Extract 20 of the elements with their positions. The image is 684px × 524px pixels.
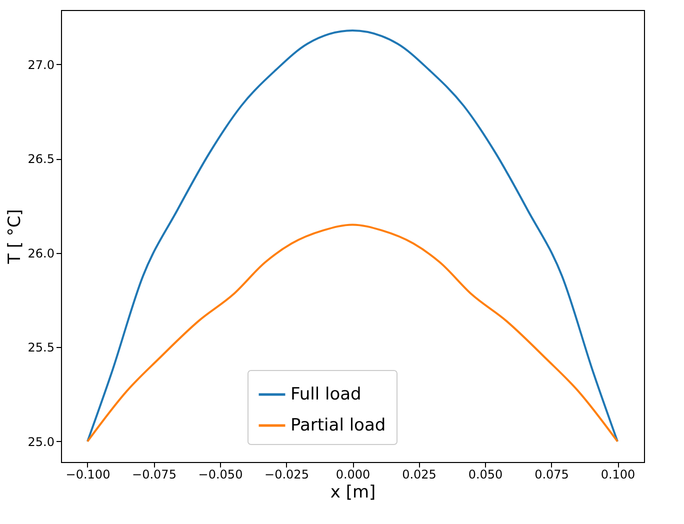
x-tick-label: 0.025 <box>402 468 436 482</box>
y-tick-label: 26.0 <box>28 246 54 260</box>
x-tick-label: 0.100 <box>600 468 636 482</box>
y-axis-title: T [ °C] <box>4 209 25 265</box>
x-tick-label: 0.075 <box>534 468 569 482</box>
legend-label: Partial load <box>290 416 386 436</box>
legend-label: Full load <box>290 384 362 404</box>
line-series <box>86 224 618 442</box>
x-tick-label: 0.050 <box>468 468 503 482</box>
x-tick-label: 0.000 <box>336 468 370 482</box>
y-tick-label: 26.5 <box>28 152 54 166</box>
y-tick-label: 25.5 <box>28 340 54 355</box>
y-tick-label: 27.0 <box>28 58 54 72</box>
y-tick-label: 25.0 <box>28 434 54 449</box>
x-tick-label: −0.075 <box>132 468 176 482</box>
x-tick-label: −0.050 <box>198 468 243 482</box>
line-series <box>86 30 618 442</box>
x-tick-label: −0.025 <box>264 468 309 482</box>
x-tick-label: −0.100 <box>66 468 110 482</box>
x-axis-title: x [m] <box>330 482 376 502</box>
